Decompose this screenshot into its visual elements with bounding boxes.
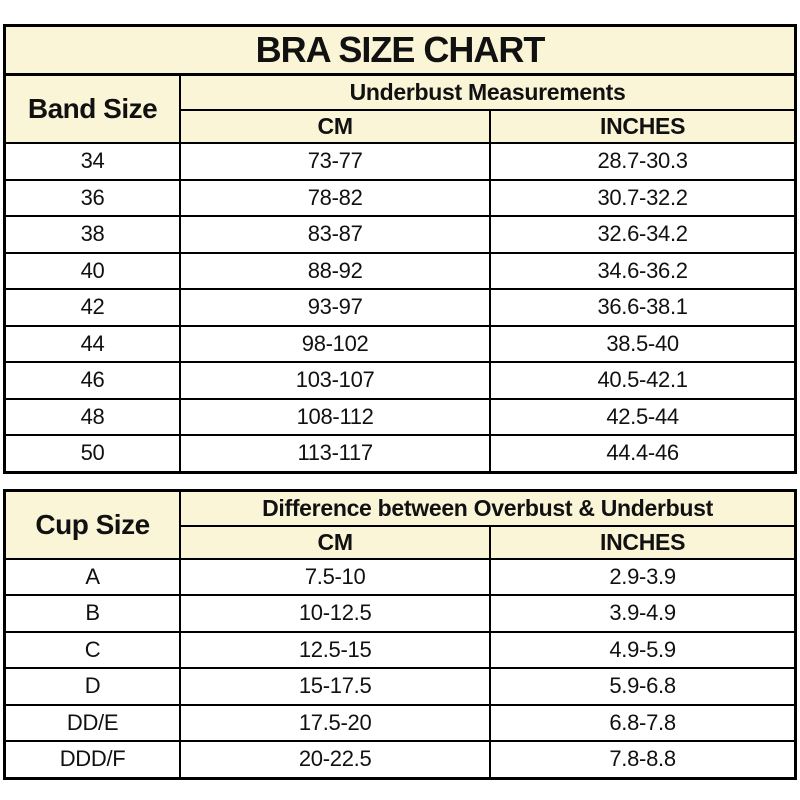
cup-size-cell: DDD/F <box>3 740 182 779</box>
cup-size-table: Cup Size Difference between Overbust & U… <box>3 488 797 780</box>
table-row: B 10-12.5 3.9-4.9 <box>3 594 797 633</box>
inches-cell: 44.4-46 <box>489 434 797 473</box>
table-divider-gap <box>3 474 797 489</box>
inches-cell: 4.9-5.9 <box>489 630 797 669</box>
table-row: 36 78-82 30.7-32.2 <box>3 178 797 217</box>
cm-cell: 78-82 <box>179 178 492 217</box>
cm-column-header: CM <box>179 109 492 144</box>
table-row: DD/E 17.5-20 6.8-7.8 <box>3 703 797 742</box>
cup-size-cell: B <box>3 594 182 633</box>
cm-cell: 88-92 <box>179 251 492 290</box>
cm-cell: 83-87 <box>179 215 492 254</box>
inches-column-header: INCHES <box>489 109 797 144</box>
inches-cell: 3.9-4.9 <box>489 594 797 633</box>
inches-cell: 2.9-3.9 <box>489 557 797 596</box>
table-subheader-row: CM INCHES <box>5 524 797 560</box>
inches-cell: 5.9-6.8 <box>489 667 797 706</box>
table-row: A 7.5-10 2.9-3.9 <box>3 557 797 596</box>
cm-cell: 15-17.5 <box>179 667 492 706</box>
table-row: 50 113-117 44.4-46 <box>3 434 797 473</box>
cm-cell: 10-12.5 <box>179 594 492 633</box>
cm-cell: 17.5-20 <box>179 703 492 742</box>
inches-column-header: INCHES <box>489 524 797 560</box>
cup-size-cell: D <box>3 667 182 706</box>
cm-cell: 73-77 <box>179 142 492 181</box>
inches-cell: 42.5-44 <box>489 397 797 436</box>
band-size-table: BRA SIZE CHART Band Size Underbust Measu… <box>3 24 797 474</box>
inches-cell: 38.5-40 <box>489 324 797 363</box>
inches-cell: 40.5-42.1 <box>489 361 797 400</box>
cm-cell: 12.5-15 <box>179 630 492 669</box>
inches-cell: 30.7-32.2 <box>489 178 797 217</box>
table-row: 46 103-107 40.5-42.1 <box>3 361 797 400</box>
band-size-cell: 42 <box>3 288 182 327</box>
band-size-cell: 34 <box>3 142 182 181</box>
cm-cell: 20-22.5 <box>179 740 492 779</box>
inches-cell: 32.6-34.2 <box>489 215 797 254</box>
band-size-header: Band Size <box>3 73 182 144</box>
cm-cell: 7.5-10 <box>179 557 492 596</box>
table-row: D 15-17.5 5.9-6.8 <box>3 667 797 706</box>
table-row: 38 83-87 32.6-34.2 <box>3 215 797 254</box>
band-size-cell: 36 <box>3 178 182 217</box>
table-row: C 12.5-15 4.9-5.9 <box>3 630 797 669</box>
band-size-cell: 40 <box>3 251 182 290</box>
cm-cell: 98-102 <box>179 324 492 363</box>
difference-group-header: Difference between Overbust & Underbust <box>179 489 797 527</box>
inches-cell: 7.8-8.8 <box>489 740 797 779</box>
table-header-row: Cup Size Difference between Overbust & U… <box>3 489 797 560</box>
inches-cell: 36.6-38.1 <box>489 288 797 327</box>
band-size-cell: 38 <box>3 215 182 254</box>
cup-size-cell: C <box>3 630 182 669</box>
cup-size-cell: A <box>3 557 182 596</box>
table-header-row: Band Size Underbust Measurements <box>3 73 797 144</box>
underbust-group-header: Underbust Measurements <box>179 73 797 111</box>
table-row: 40 88-92 34.6-36.2 <box>3 251 797 290</box>
page-title: BRA SIZE CHART <box>3 24 797 76</box>
inches-cell: 6.8-7.8 <box>489 703 797 742</box>
band-size-cell: 44 <box>3 324 182 363</box>
table-row: 48 108-112 42.5-44 <box>3 397 797 436</box>
cm-cell: 93-97 <box>179 288 492 327</box>
cm-cell: 113-117 <box>179 434 492 473</box>
cm-cell: 103-107 <box>179 361 492 400</box>
inches-cell: 28.7-30.3 <box>489 142 797 181</box>
cm-column-header: CM <box>179 524 492 560</box>
inches-cell: 34.6-36.2 <box>489 251 797 290</box>
cup-size-cell: DD/E <box>3 703 182 742</box>
cm-cell: 108-112 <box>179 397 492 436</box>
band-size-cell: 48 <box>3 397 182 436</box>
band-size-cell: 50 <box>3 434 182 473</box>
table-row: 34 73-77 28.7-30.3 <box>3 142 797 181</box>
table-row: 44 98-102 38.5-40 <box>3 324 797 363</box>
band-size-cell: 46 <box>3 361 182 400</box>
table-row: DDD/F 20-22.5 7.8-8.8 <box>3 740 797 779</box>
table-title-row: BRA SIZE CHART <box>3 24 797 76</box>
table-subheader-row: CM INCHES <box>5 109 797 144</box>
table-row: 42 93-97 36.6-38.1 <box>3 288 797 327</box>
cup-size-header: Cup Size <box>3 489 182 560</box>
